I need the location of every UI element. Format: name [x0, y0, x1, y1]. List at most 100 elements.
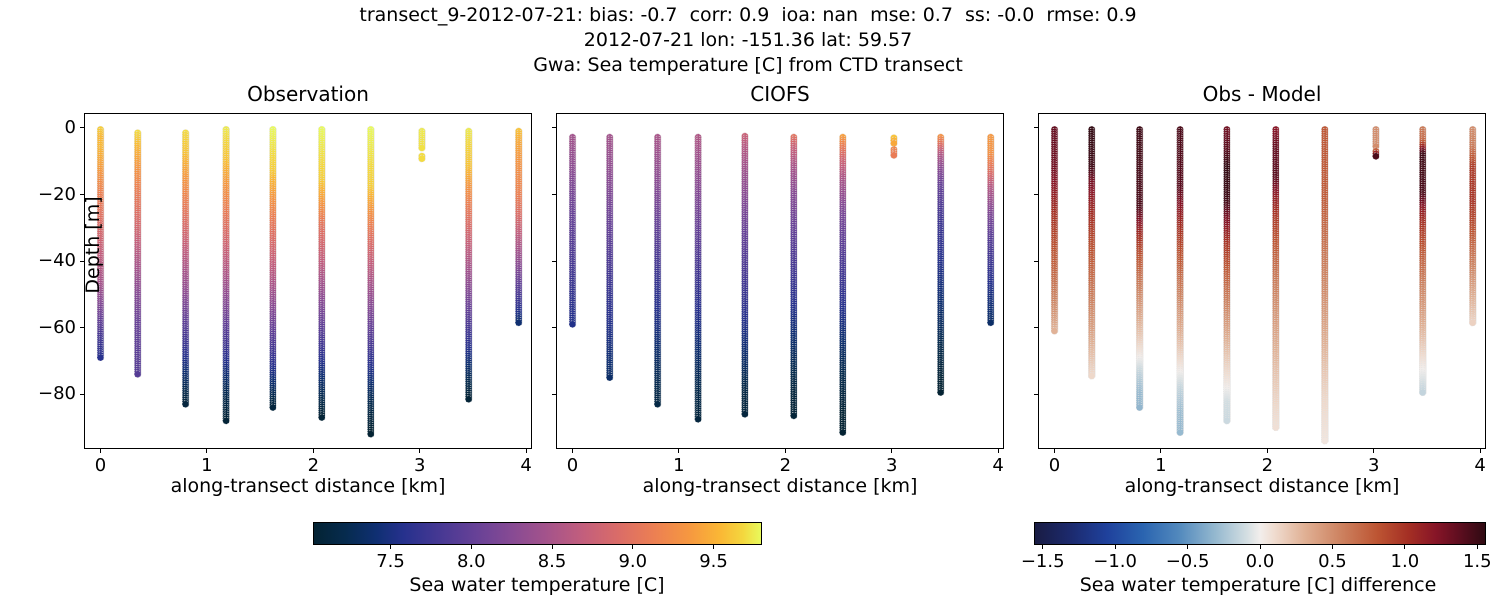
x-tick — [206, 449, 208, 453]
y-tick — [552, 260, 556, 262]
y-tick-label: −80 — [38, 383, 76, 405]
colorbar-tick-label: 1.0 — [1390, 551, 1420, 572]
suptitle-line-2: 2012-07-21 lon: -151.36 lat: 59.57 — [583, 29, 913, 51]
y-tick-label: −40 — [38, 250, 76, 272]
y-tick-label: 0 — [64, 116, 76, 138]
colorbar-gradient — [313, 522, 762, 545]
colorbar-tick-label: 8.5 — [537, 551, 567, 572]
y-tick — [80, 194, 84, 195]
colorbar-tick-label: 8.0 — [456, 551, 486, 572]
colorbar-gradient — [1034, 522, 1486, 545]
y-tick — [80, 327, 84, 329]
suptitle-line-3: Gwa: Sea temperature [C] from CTD transe… — [533, 54, 963, 76]
axes-frame — [84, 113, 532, 449]
x-tick-label: 0 — [1048, 455, 1061, 476]
scatter-dots — [568, 132, 995, 437]
panel-obs-model: Obs - Model along-transect distance [km]… — [1034, 82, 1486, 497]
x-tick-label: 0 — [94, 455, 107, 476]
colorbar-tick-label: 0.0 — [1245, 551, 1275, 572]
y-axis-label: Depth [m] — [82, 196, 104, 294]
x-axis-label: along-transect distance [km] — [642, 475, 918, 497]
x-tick-label: 1 — [673, 455, 685, 476]
x-tick-label: 2 — [307, 455, 320, 476]
colorbar-tick — [1042, 545, 1044, 549]
panel-observation: Observation Depth [m] along-transect dis… — [38, 82, 532, 497]
x-tick — [997, 449, 999, 453]
y-tick — [80, 393, 84, 395]
x-tick-label: 3 — [885, 455, 898, 476]
colorbar-tick-label: 9.0 — [618, 551, 648, 572]
panel-title: Observation — [247, 82, 369, 106]
x-tick-label: 1 — [201, 455, 213, 476]
colorbar-tick-label: 1.5 — [1462, 551, 1492, 572]
colorbar-tick — [1259, 545, 1261, 549]
y-tick — [80, 260, 84, 262]
x-tick — [678, 449, 680, 453]
x-tick-label: 3 — [1367, 455, 1380, 476]
x-tick — [571, 449, 573, 453]
panel-ciofs: CIOFS along-transect distance [km] 0 1 2 3 4 — [552, 82, 1004, 497]
x-axis-label: along-transect distance [km] — [1124, 475, 1400, 497]
axes-frame — [1038, 113, 1486, 449]
colorbar-tick — [1404, 545, 1406, 549]
y-tick-label: −20 — [38, 183, 76, 205]
scatter-dots — [1050, 125, 1477, 445]
colorbar-tick — [390, 545, 392, 549]
x-tick — [1160, 449, 1162, 453]
x-tick — [1373, 449, 1375, 453]
axes-frame — [556, 113, 1004, 449]
y-tick — [1034, 393, 1038, 395]
colorbar-tick — [713, 545, 715, 549]
colorbar-tick — [1476, 545, 1478, 549]
y-tick — [80, 127, 84, 129]
colorbar-difference: Sea water temperature [C] difference −1.… — [1021, 522, 1492, 596]
x-axis-label: along-transect distance [km] — [170, 475, 446, 497]
scatter-dots — [96, 125, 523, 438]
colorbar-tick — [632, 545, 634, 549]
x-tick — [99, 449, 101, 453]
x-tick — [891, 449, 893, 453]
colorbar-tick — [470, 545, 472, 549]
x-tick-label: 2 — [779, 455, 792, 476]
x-tick-label: 1 — [1155, 455, 1167, 476]
colorbar-tick-label: −0.5 — [1165, 551, 1210, 572]
y-tick — [552, 393, 556, 395]
y-tick — [1034, 260, 1038, 262]
colorbar-label: Sea water temperature [C] difference — [1079, 574, 1437, 596]
x-tick-label: 4 — [520, 455, 532, 476]
colorbar-tick — [1331, 545, 1333, 549]
colorbar-label: Sea water temperature [C] — [409, 574, 665, 596]
x-tick-label: 4 — [1474, 455, 1486, 476]
suptitle-line-1: transect_9-2012-07-21: bias: -0.7 corr: … — [359, 4, 1137, 26]
colorbar-tick — [551, 545, 553, 549]
y-tick — [1034, 194, 1038, 195]
colorbar-tick — [1114, 545, 1116, 549]
colorbar-tick-label: 9.5 — [699, 551, 728, 572]
x-tick-label: 4 — [992, 455, 1004, 476]
colorbar-temperature: Sea water temperature [C] 7.5 8.0 8.5 9.0 9.… — [313, 522, 762, 596]
colorbar-tick-label: −1.0 — [1093, 551, 1137, 572]
y-tick — [1034, 327, 1038, 329]
y-tick — [1034, 127, 1038, 129]
panel-title: CIOFS — [750, 82, 810, 106]
y-tick-label: −60 — [38, 316, 76, 338]
x-tick-label: 2 — [1261, 455, 1274, 476]
x-tick — [419, 449, 421, 453]
y-tick — [552, 327, 556, 329]
y-tick — [552, 127, 556, 129]
x-tick — [1053, 449, 1055, 453]
x-tick — [1479, 449, 1481, 453]
x-tick — [784, 449, 786, 453]
colorbar-tick — [1187, 545, 1189, 549]
x-tick — [312, 449, 314, 453]
colorbar-tick-label: −1.5 — [1020, 551, 1065, 572]
x-tick-label: 3 — [413, 455, 426, 476]
x-tick — [525, 449, 527, 453]
colorbar-tick-label: 0.5 — [1318, 551, 1347, 572]
x-tick — [1266, 449, 1268, 453]
colorbar-tick-label: 7.5 — [376, 551, 405, 572]
x-tick-label: 0 — [566, 455, 579, 476]
panel-title: Obs - Model — [1202, 82, 1322, 106]
y-tick — [552, 194, 556, 195]
